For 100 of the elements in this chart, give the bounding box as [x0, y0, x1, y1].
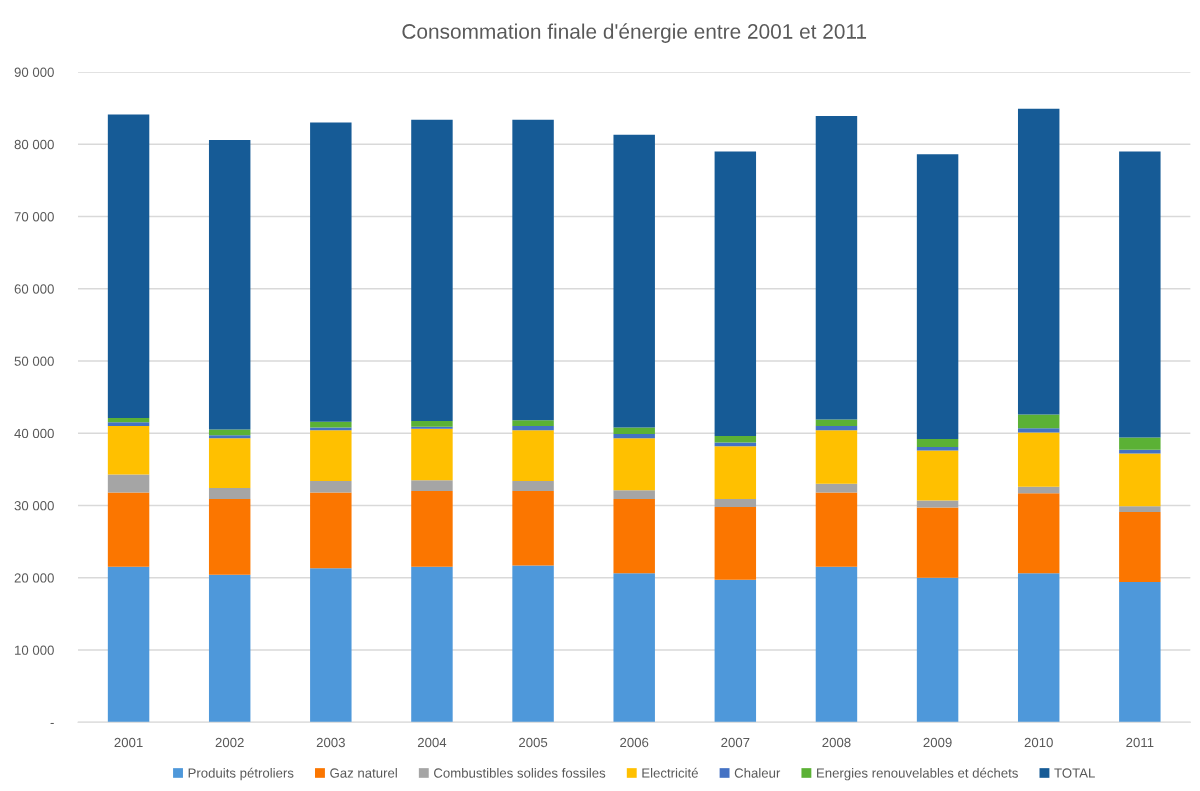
bar: [815, 116, 858, 420]
x-tick-label: 2002: [215, 737, 244, 748]
y-tick-label: 80 000: [14, 139, 54, 150]
x-tick-label: 2005: [519, 737, 548, 748]
bar: [411, 491, 453, 567]
bar: [411, 480, 453, 491]
bar: [1119, 506, 1161, 512]
x-tick-label: 2010: [1024, 737, 1053, 748]
bar: [1017, 108, 1060, 415]
bar: [1017, 493, 1060, 574]
bar: [1017, 414, 1060, 429]
bar: [1017, 486, 1060, 494]
bar: [512, 565, 554, 723]
x-tick-label: 2006: [620, 737, 649, 748]
bar: [310, 568, 352, 723]
bar: [714, 446, 757, 499]
bar: [613, 433, 655, 439]
bar: [411, 119, 453, 421]
bar: [613, 427, 655, 434]
bar: [208, 574, 251, 723]
bar: [208, 498, 251, 575]
bar: [310, 492, 352, 569]
y-tick-label: 40 000: [14, 428, 54, 439]
legend-label: Gaz naturel: [330, 768, 397, 778]
y-tick-label: 50 000: [14, 356, 54, 366]
bar: [916, 446, 959, 451]
x-tick-label: 2004: [417, 737, 447, 748]
bar: [512, 491, 554, 566]
bar: [1119, 151, 1161, 438]
bar: [1119, 437, 1161, 450]
x-tick-label: 2008: [822, 737, 851, 748]
bar: [107, 492, 150, 567]
x-tick-label: 2009: [923, 737, 952, 748]
bar: [714, 498, 757, 507]
legend-label: Electricité: [642, 767, 698, 778]
y-tick-label: 90 000: [14, 67, 54, 77]
chart-title: Consommation finale d'énergie entre 2001 et 2011: [402, 23, 867, 43]
bar: [411, 426, 453, 429]
bar: [107, 114, 150, 419]
bar: [815, 425, 858, 431]
x-tick-label: 2003: [316, 737, 345, 748]
bar: [310, 427, 352, 431]
bar: [613, 498, 655, 574]
bar: [411, 428, 453, 481]
bar: [916, 438, 959, 447]
bar: [613, 490, 655, 499]
bar: [107, 425, 150, 475]
bar: [512, 119, 554, 421]
bar: [714, 151, 757, 437]
bar: [208, 139, 251, 430]
bar: [1119, 453, 1161, 507]
legend-label: Combustibles solides fossiles: [434, 768, 606, 778]
bar: [613, 573, 655, 723]
bar: [512, 480, 554, 491]
x-tick-label: 2001: [114, 737, 143, 748]
bar: [411, 566, 453, 723]
bar: [107, 418, 150, 423]
bar: [310, 122, 352, 422]
y-tick-label: 10 000: [15, 645, 54, 655]
bar: [613, 438, 655, 491]
y-tick-label: 60 000: [14, 284, 54, 294]
y-tick-label: 20 000: [14, 573, 54, 583]
legend-label: Produits pétroliers: [188, 767, 294, 781]
bar: [208, 435, 251, 439]
bar: [714, 506, 757, 580]
bar: [916, 577, 959, 723]
y-tick-label: 70 000: [14, 212, 54, 222]
bar: [1017, 573, 1060, 723]
bar: [1119, 511, 1161, 583]
bar: [916, 154, 959, 439]
x-tick-label: 2011: [1126, 737, 1154, 748]
bar: [815, 430, 858, 484]
bar: [916, 507, 959, 578]
bar: [512, 420, 554, 426]
bar: [613, 134, 655, 428]
bar: [1017, 428, 1060, 433]
bar: [411, 420, 453, 427]
bar: [107, 566, 150, 723]
bar: [815, 483, 858, 493]
legend-label: Energies renouvelables et déchets: [817, 767, 1018, 781]
bar: [815, 419, 858, 426]
bar: [310, 480, 352, 493]
bar: [815, 492, 858, 567]
y-tick-label: -: [50, 722, 54, 724]
bar: [714, 436, 757, 443]
bar: [1119, 582, 1161, 723]
bar: [310, 430, 352, 481]
y-tick-label: 30 000: [14, 501, 54, 511]
legend-label: TOTAL: [1054, 768, 1095, 778]
x-tick-label: 2007: [721, 737, 750, 748]
bar: [916, 500, 959, 508]
bar: [815, 566, 858, 723]
bar: [1017, 432, 1060, 487]
bar: [208, 438, 251, 489]
bar: [714, 579, 757, 723]
legend-label: Chaleur: [734, 768, 781, 778]
bar: [107, 422, 150, 426]
bar: [916, 450, 959, 501]
bar: [208, 488, 251, 499]
bar: [512, 425, 554, 431]
